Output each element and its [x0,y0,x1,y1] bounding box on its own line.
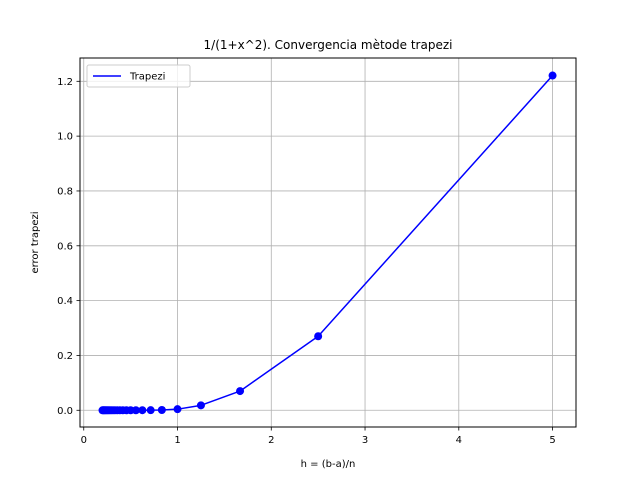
legend-box [86,64,191,88]
data-point [98,406,107,415]
data-point [196,401,205,410]
x-tick-label: 1 [174,435,180,446]
grid [80,58,576,427]
data-point [157,406,166,415]
y-axis-ticks: 0.0 0.2 0.4 0.6 0.8 1.0 1.2 [57,77,80,417]
x-tick-label: 3 [362,435,368,446]
data-point [314,332,323,341]
x-axis-title: h = (b-a)/n [301,459,356,470]
y-axis-title: error trapezi [30,211,41,273]
y-tick-label: 1.0 [57,132,73,143]
y-tick-label: 0.8 [57,186,73,197]
y-tick-label: 0.2 [57,351,73,362]
y-tick-label: 0.4 [57,296,73,307]
y-tick-label: 1.2 [57,77,73,88]
y-tick-label: 0.0 [57,406,73,417]
legend-label: Trapezi [129,72,165,83]
x-tick-label: 0 [81,435,87,446]
x-tick-label: 4 [456,435,462,446]
chart-title: 1/(1+x^2). Convergencia mètode trapezi [204,38,453,52]
plot-frame [79,57,577,428]
series-layer [98,71,557,415]
x-axis-ticks: 0 1 2 3 4 5 [81,427,556,446]
data-point [138,406,147,415]
x-tick-label: 5 [549,435,555,446]
data-point [548,71,557,80]
data-point [146,406,155,415]
y-tick-label: 0.6 [57,241,73,252]
legend: Trapezi [86,64,191,88]
x-tick-label: 2 [268,435,274,446]
data-point [236,387,245,396]
data-point [173,405,182,414]
